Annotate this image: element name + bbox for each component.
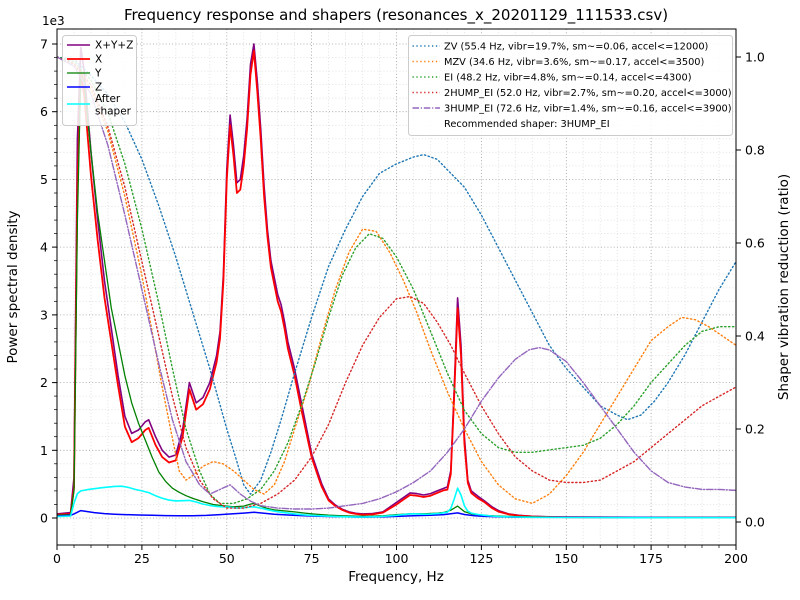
x-axis-label: Frequency, Hz: [348, 569, 444, 585]
y-left-tick-label: 0: [40, 511, 48, 526]
x-tick-label: 175: [639, 551, 663, 566]
x-tick-label: 25: [134, 551, 150, 566]
chart-title: Frequency response and shapers (resonanc…: [124, 6, 668, 25]
y-axis-label-right: Shaper vibration reduction (ratio): [776, 174, 792, 400]
x-tick-label: 0: [53, 551, 61, 566]
shaper-series-zv: [57, 56, 736, 495]
y-right-tick-label: 0.8: [745, 143, 765, 158]
axes-frame: 0 25 50 75 100 125 150 175 200 0 1 2 3 4 5 6 7 0.0 0.2 0.4 0…: [40, 28, 765, 566]
legend-recommended-note: Recommended shaper: 3HUMP_EI: [444, 119, 610, 130]
shaper-series-2hump-ei: [57, 56, 736, 509]
grid: [56, 29, 737, 545]
y-axis-label-left: Power spectral density: [5, 210, 21, 363]
shaper-series-ei: [57, 56, 736, 505]
legend-psd-label-after-shaper-1: shaper: [95, 106, 132, 118]
y-right-tick-label: 0.4: [745, 329, 765, 344]
y-left-tick-label: 7: [40, 37, 48, 52]
x-tick-label: 200: [724, 551, 748, 566]
psd-series-after-shaper: [57, 485, 736, 519]
y-axis-offset-label: 1e3: [42, 14, 65, 28]
legend-shaper-label-2hump-ei: 2HUMP_EI (52.0 Hz, vibr=2.7%, sm~=0.20, …: [444, 88, 732, 99]
legend-psd-label-x: X: [95, 54, 102, 66]
legend-shapers: ZV (55.4 Hz, vibr=19.7%, sm~=0.06, accel…: [408, 35, 733, 136]
legend-psd-label-y: Y: [94, 68, 102, 80]
x-tick-label: 50: [219, 551, 235, 566]
legend-shapers-box: [408, 35, 733, 136]
x-tick-label: 75: [304, 551, 320, 566]
legend-psd-label-z: Z: [95, 82, 102, 94]
y-left-tick-label: 4: [40, 240, 48, 255]
shaper-series-3hump-ei: [57, 56, 736, 510]
psd-series-x: [57, 49, 736, 519]
legend-shaper-label-ei: EI (48.2 Hz, vibr=4.8%, sm~=0.14, accel<…: [444, 73, 692, 84]
x-tick-label: 125: [469, 551, 493, 566]
y-left-tick-label: 3: [40, 307, 48, 322]
x-tick-label: 150: [554, 551, 578, 566]
shaper-series-mzv: [57, 56, 736, 505]
legend-psd-label-after-shaper-0: After: [95, 93, 121, 105]
y-right-tick-label: 1.0: [745, 50, 765, 65]
y-left-tick-label: 1: [40, 443, 48, 458]
y-right-tick-label: 0.2: [745, 422, 765, 437]
y-left-tick-label: 6: [40, 104, 48, 119]
legend-shaper-label-mzv: MZV (34.6 Hz, vibr=3.6%, sm~=0.17, accel…: [444, 57, 704, 68]
legend-psd-box: [62, 35, 137, 126]
legend-shaper-label-3hump-ei: 3HUMP_EI (72.6 Hz, vibr=1.4%, sm~=0.16, …: [444, 104, 732, 115]
legend-shaper-label-zv: ZV (55.4 Hz, vibr=19.7%, sm~=0.06, accel…: [444, 42, 708, 53]
psd-series-z: [57, 509, 736, 519]
x-tick-label: 100: [385, 551, 409, 566]
y-right-tick-label: 0.6: [745, 236, 765, 251]
y-left-tick-label: 2: [40, 375, 48, 390]
y-left-tick-label: 5: [40, 172, 48, 187]
y-right-tick-label: 0.0: [745, 515, 765, 530]
curves: [57, 43, 736, 519]
legend-psd-label-x-y-z: X+Y+Z: [95, 40, 133, 52]
